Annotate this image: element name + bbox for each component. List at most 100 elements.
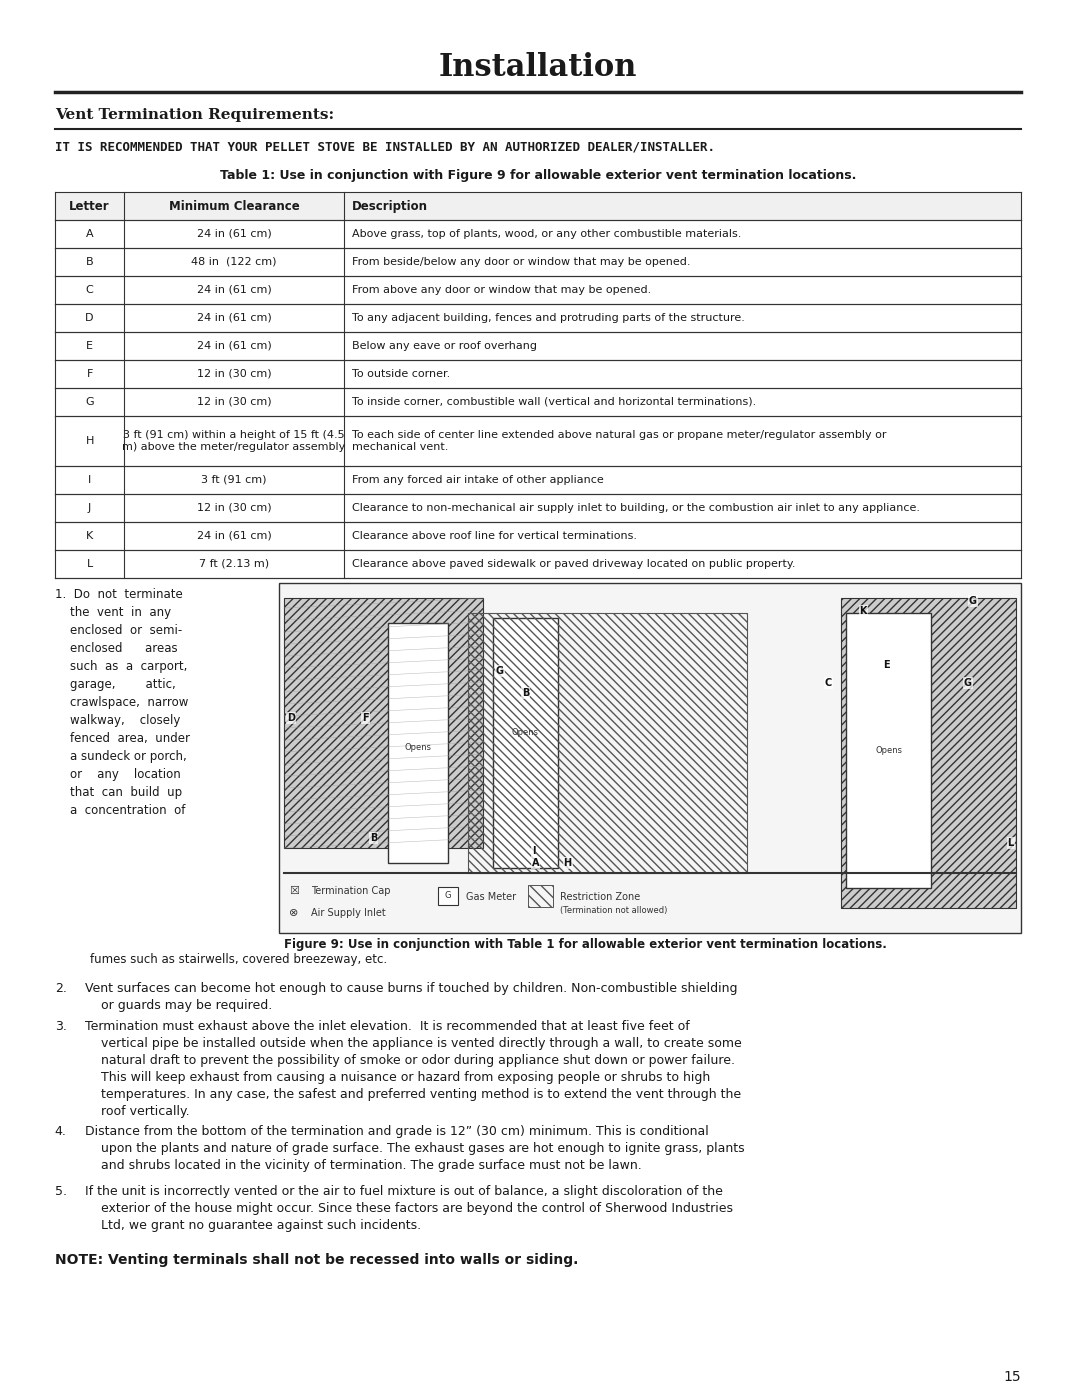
Text: Gas Meter: Gas Meter bbox=[465, 893, 516, 902]
Bar bbox=[492, 617, 557, 868]
Text: Below any eave or roof overhang: Below any eave or roof overhang bbox=[351, 341, 537, 351]
Text: L: L bbox=[86, 559, 93, 569]
Bar bbox=[55, 388, 1021, 416]
Text: Restriction Zone: Restriction Zone bbox=[559, 893, 639, 902]
Bar bbox=[55, 522, 1021, 550]
Text: Opens: Opens bbox=[405, 743, 432, 753]
Text: Termination Cap: Termination Cap bbox=[311, 886, 390, 895]
Text: F: F bbox=[362, 712, 368, 724]
Text: 24 in (61 cm): 24 in (61 cm) bbox=[197, 285, 271, 295]
Bar bbox=[55, 495, 1021, 522]
Text: 3.: 3. bbox=[55, 1020, 67, 1032]
Text: NOTE: Venting terminals shall not be recessed into walls or siding.: NOTE: Venting terminals shall not be rec… bbox=[55, 1253, 578, 1267]
Text: 12 in (30 cm): 12 in (30 cm) bbox=[197, 503, 271, 513]
Text: E: E bbox=[86, 341, 93, 351]
Text: A: A bbox=[85, 229, 94, 239]
Text: Description: Description bbox=[351, 200, 428, 212]
Text: Minimum Clearance: Minimum Clearance bbox=[168, 200, 299, 212]
Text: Vent Termination Requirements:: Vent Termination Requirements: bbox=[55, 108, 334, 122]
Text: 1.  Do  not  terminate
    the  vent  in  any
    enclosed  or  semi-
    enclos: 1. Do not terminate the vent in any encl… bbox=[55, 588, 190, 817]
Bar bbox=[284, 598, 483, 848]
Text: G: G bbox=[969, 597, 977, 606]
Text: From any forced air intake of other appliance: From any forced air intake of other appl… bbox=[351, 475, 604, 485]
Bar bbox=[55, 219, 1021, 249]
Text: G: G bbox=[963, 678, 972, 687]
Bar bbox=[55, 249, 1021, 277]
Text: Clearance to non-mechanical air supply inlet to building, or the combustion air : Clearance to non-mechanical air supply i… bbox=[351, 503, 919, 513]
Bar bbox=[438, 887, 458, 905]
Text: B: B bbox=[369, 833, 377, 842]
Text: L: L bbox=[1008, 838, 1014, 848]
Text: 4.: 4. bbox=[55, 1125, 67, 1139]
Text: G: G bbox=[85, 397, 94, 407]
Bar bbox=[55, 305, 1021, 332]
Bar bbox=[55, 550, 1021, 578]
Text: I: I bbox=[532, 847, 536, 856]
Text: I: I bbox=[87, 475, 91, 485]
Text: D: D bbox=[287, 712, 295, 724]
Text: If the unit is incorrectly vented or the air to fuel mixture is out of balance, : If the unit is incorrectly vented or the… bbox=[84, 1185, 732, 1232]
Text: 48 in  (122 cm): 48 in (122 cm) bbox=[191, 257, 276, 267]
Text: B: B bbox=[85, 257, 94, 267]
Text: 15: 15 bbox=[1003, 1370, 1021, 1384]
Bar bbox=[389, 623, 448, 863]
Text: Vent surfaces can become hot enough to cause burns if touched by children. Non-c: Vent surfaces can become hot enough to c… bbox=[84, 982, 738, 1011]
Text: K: K bbox=[86, 531, 93, 541]
Text: To inside corner, combustible wall (vertical and horizontal terminations).: To inside corner, combustible wall (vert… bbox=[351, 397, 756, 407]
Text: 5.: 5. bbox=[55, 1185, 67, 1199]
Text: fumes such as stairwells, covered breezeway, etc.: fumes such as stairwells, covered breeze… bbox=[90, 954, 387, 967]
Text: C: C bbox=[825, 678, 832, 687]
Text: ⊗: ⊗ bbox=[288, 908, 298, 918]
Text: G: G bbox=[496, 666, 504, 676]
Text: H: H bbox=[85, 436, 94, 446]
Bar bbox=[841, 598, 1015, 908]
Text: 2.: 2. bbox=[55, 982, 67, 995]
Text: 24 in (61 cm): 24 in (61 cm) bbox=[197, 531, 271, 541]
Text: 24 in (61 cm): 24 in (61 cm) bbox=[197, 313, 271, 323]
Text: F: F bbox=[86, 369, 93, 379]
Bar bbox=[468, 613, 747, 873]
Bar bbox=[279, 583, 1021, 933]
Text: B: B bbox=[522, 687, 529, 698]
Text: 3 ft (91 cm) within a height of 15 ft (4.5
m) above the meter/regulator assembly: 3 ft (91 cm) within a height of 15 ft (4… bbox=[122, 430, 346, 451]
Bar bbox=[55, 416, 1021, 467]
Text: K: K bbox=[860, 606, 867, 616]
Bar bbox=[55, 277, 1021, 305]
Text: G: G bbox=[445, 891, 451, 901]
Text: 24 in (61 cm): 24 in (61 cm) bbox=[197, 229, 271, 239]
Text: Air Supply Inlet: Air Supply Inlet bbox=[311, 908, 386, 918]
Bar bbox=[55, 467, 1021, 495]
Bar bbox=[847, 613, 931, 888]
Text: To any adjacent building, fences and protruding parts of the structure.: To any adjacent building, fences and pro… bbox=[351, 313, 744, 323]
Text: 24 in (61 cm): 24 in (61 cm) bbox=[197, 341, 271, 351]
Bar bbox=[55, 332, 1021, 360]
Text: A: A bbox=[532, 858, 540, 868]
Text: Termination must exhaust above the inlet elevation.  It is recommended that at l: Termination must exhaust above the inlet… bbox=[84, 1020, 741, 1118]
Text: D: D bbox=[85, 313, 94, 323]
Text: Figure 9: Use in conjunction with Table 1 for allowable exterior vent terminatio: Figure 9: Use in conjunction with Table … bbox=[284, 939, 887, 951]
Bar bbox=[55, 360, 1021, 388]
Text: From beside/below any door or window that may be opened.: From beside/below any door or window tha… bbox=[351, 257, 690, 267]
Text: Above grass, top of plants, wood, or any other combustible materials.: Above grass, top of plants, wood, or any… bbox=[351, 229, 741, 239]
Text: ☒: ☒ bbox=[288, 886, 299, 895]
Bar bbox=[528, 886, 553, 907]
Text: Clearance above roof line for vertical terminations.: Clearance above roof line for vertical t… bbox=[351, 531, 636, 541]
Text: 12 in (30 cm): 12 in (30 cm) bbox=[197, 369, 271, 379]
Text: From above any door or window that may be opened.: From above any door or window that may b… bbox=[351, 285, 651, 295]
Text: Table 1: Use in conjunction with Figure 9 for allowable exterior vent terminatio: Table 1: Use in conjunction with Figure … bbox=[219, 169, 855, 182]
Text: IT IS RECOMMENDED THAT YOUR PELLET STOVE BE INSTALLED BY AN AUTHORIZED DEALER/IN: IT IS RECOMMENDED THAT YOUR PELLET STOVE… bbox=[55, 141, 715, 154]
Text: Opens: Opens bbox=[512, 728, 539, 738]
Text: Letter: Letter bbox=[69, 200, 110, 212]
Text: (Termination not allowed): (Termination not allowed) bbox=[559, 907, 667, 915]
Text: To each side of center line extended above natural gas or propane meter/regulato: To each side of center line extended abo… bbox=[351, 430, 886, 451]
Text: E: E bbox=[883, 659, 890, 671]
Bar bbox=[55, 191, 1021, 219]
Text: Distance from the bottom of the termination and grade is 12” (30 cm) minimum. Th: Distance from the bottom of the terminat… bbox=[84, 1125, 744, 1172]
Text: 3 ft (91 cm): 3 ft (91 cm) bbox=[201, 475, 267, 485]
Text: To outside corner.: To outside corner. bbox=[351, 369, 449, 379]
Text: 12 in (30 cm): 12 in (30 cm) bbox=[197, 397, 271, 407]
Text: Clearance above paved sidewalk or paved driveway located on public property.: Clearance above paved sidewalk or paved … bbox=[351, 559, 795, 569]
Text: Installation: Installation bbox=[438, 52, 637, 82]
Text: 7 ft (2.13 m): 7 ft (2.13 m) bbox=[199, 559, 269, 569]
Text: J: J bbox=[87, 503, 91, 513]
